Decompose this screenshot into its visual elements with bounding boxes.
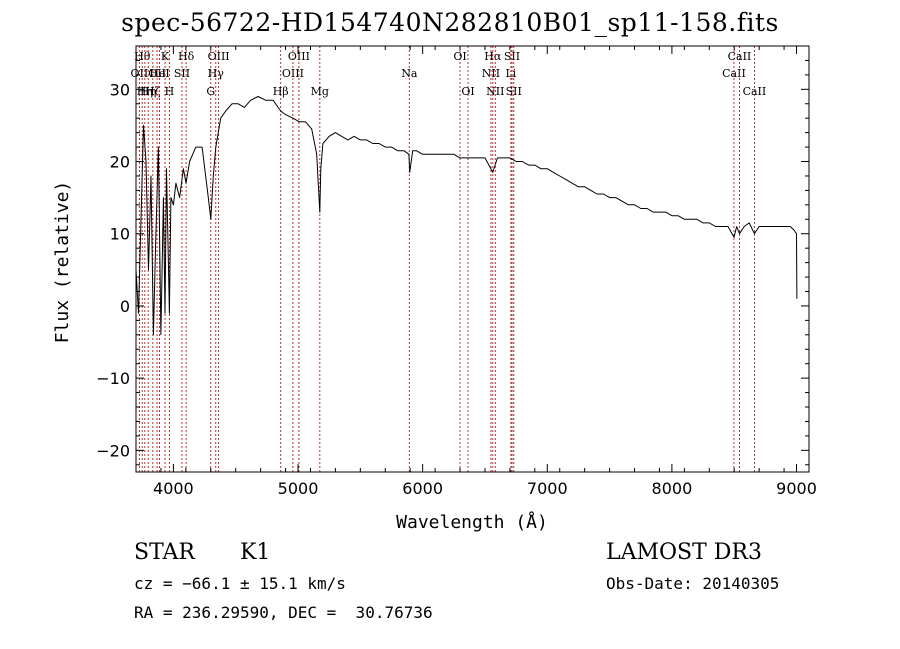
spectral-lines: OIIHθHηHηHζOIIHeIKHSIIHδGHγOIIIHβOIIIOII… xyxy=(131,46,767,472)
x-tick-label: 6000 xyxy=(402,479,443,498)
line-label: Hβ xyxy=(273,85,289,98)
y-tick-label: −10 xyxy=(96,369,130,388)
line-label: SII xyxy=(506,85,522,98)
x-tick-label: 4000 xyxy=(153,479,194,498)
object-type: STAR xyxy=(134,540,195,565)
line-label: Hη xyxy=(137,85,153,98)
x-tick-label: 9000 xyxy=(776,479,817,498)
axes: 4000 5000 6000 7000 8000 9000 −20 −10 0 10 20 30 xyxy=(96,45,817,498)
subclass: K1 xyxy=(240,540,271,565)
line-label: SII xyxy=(504,50,520,63)
line-label: Hζ xyxy=(145,85,161,98)
line-label: G xyxy=(206,85,215,98)
line-label: Hθ xyxy=(134,50,151,63)
coordinates: RA = 236.29590, DEC = 30.76736 xyxy=(134,603,433,622)
x-tick-label: 7000 xyxy=(527,479,568,498)
x-axis-label: Wavelength (Å) xyxy=(396,511,548,533)
obs-date: Obs-Date: 20140305 xyxy=(606,574,780,593)
y-tick-label: 10 xyxy=(110,225,130,244)
plot-frame xyxy=(135,45,810,473)
line-label: NII xyxy=(486,85,504,98)
line-label: Mg xyxy=(311,85,329,98)
x-tick-label: 5000 xyxy=(278,479,319,498)
line-label: Hη xyxy=(140,85,156,98)
line-label: OIII xyxy=(208,50,230,63)
line-label: Hγ xyxy=(208,67,225,80)
line-label: OI xyxy=(461,85,474,98)
line-label: OII xyxy=(131,67,149,80)
y-tick-label: 20 xyxy=(110,153,130,172)
line-label: OIII xyxy=(282,67,304,80)
line-label: Na xyxy=(401,67,418,80)
line-label: OIII xyxy=(288,50,310,63)
line-label: OI xyxy=(453,50,466,63)
line-label: H xyxy=(165,85,175,98)
line-label: OII xyxy=(148,67,166,80)
chart-title: spec-56722-HD154740N282810B01_sp11-158.f… xyxy=(121,8,779,37)
x-tick-label: 8000 xyxy=(652,479,693,498)
y-axis-label: Flux (relative) xyxy=(52,181,73,344)
line-label: HeI xyxy=(149,67,169,80)
line-label: CaII xyxy=(743,85,767,98)
y-tick-label: 30 xyxy=(110,80,130,99)
y-tick-label: 0 xyxy=(120,297,130,316)
line-label: CaII xyxy=(722,67,746,80)
y-tick-label: −20 xyxy=(96,441,130,460)
line-label: NII xyxy=(482,67,500,80)
line-label: K xyxy=(161,50,170,63)
line-label: Hα xyxy=(484,50,502,63)
survey-name: LAMOST DR3 xyxy=(606,540,762,565)
line-label: Li xyxy=(505,67,516,80)
plot-area xyxy=(135,96,798,336)
redshift-velocity: cz = −66.1 ± 15.1 km/s xyxy=(134,574,346,593)
spectrum-line xyxy=(135,96,798,336)
line-label: CaII xyxy=(728,50,752,63)
line-label: Hδ xyxy=(178,50,195,63)
line-label: SII xyxy=(174,67,190,80)
